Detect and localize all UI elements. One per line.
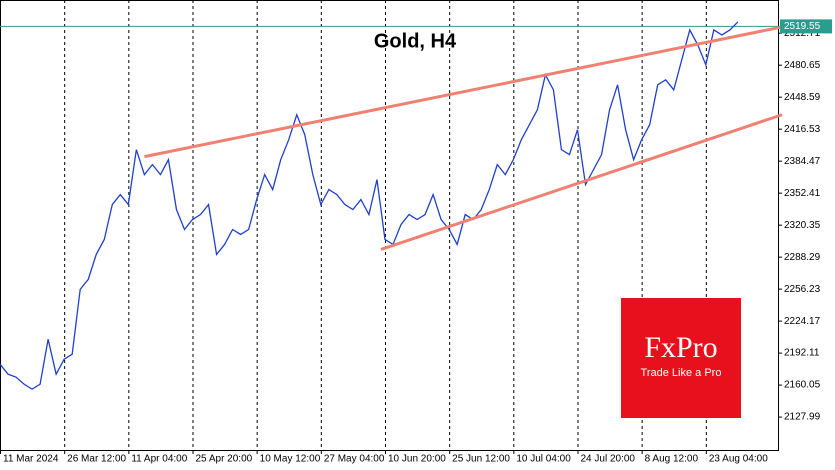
x-tick-label: 25 Apr 20:00 xyxy=(195,454,252,465)
y-tick-label: 2288.29 xyxy=(784,252,821,263)
y-tick-label: 2416.53 xyxy=(784,124,821,135)
x-tick-label: 11 Mar 2024 xyxy=(3,454,59,465)
x-tick-label: 24 Jul 20:00 xyxy=(580,454,635,465)
chart-title: Gold, H4 xyxy=(374,30,457,52)
y-tick-label: 2224.17 xyxy=(784,316,821,327)
x-tick-label: 10 Jul 04:00 xyxy=(516,454,571,465)
x-tick-label: 10 Jun 20:00 xyxy=(388,454,446,465)
y-tick-label: 2256.23 xyxy=(784,284,821,295)
y-tick-label: 2480.65 xyxy=(784,60,821,71)
logo-tagline: Trade Like a Pro xyxy=(641,367,722,379)
last-price-box xyxy=(780,19,832,34)
x-tick-label: 23 Aug 04:00 xyxy=(709,454,768,465)
logo-box xyxy=(621,298,741,418)
x-tick-label: 27 May 04:00 xyxy=(324,454,385,465)
y-tick-label: 2192.11 xyxy=(784,348,820,359)
trendline xyxy=(380,113,783,251)
marks xyxy=(0,21,783,390)
y-tick-label: 2352.41 xyxy=(784,188,821,199)
x-tick-label: 26 Mar 12:00 xyxy=(67,454,126,465)
x-tick-label: 25 Jun 12:00 xyxy=(452,454,510,465)
price-line xyxy=(0,21,739,390)
trendline xyxy=(144,25,783,159)
y-tick-label: 2320.35 xyxy=(784,220,821,231)
logo-brand: FxPro xyxy=(644,331,717,364)
y-tick-label: 2384.47 xyxy=(784,156,821,167)
x-tick-label: 10 May 12:00 xyxy=(260,454,321,465)
x-tick-label: 11 Apr 04:00 xyxy=(131,454,187,465)
y-tick-label: 2160.05 xyxy=(784,380,821,391)
y-tick-label: 2127.99 xyxy=(784,412,821,423)
x-tick-label: 8 Aug 12:00 xyxy=(645,454,699,465)
y-tick-label: 2448.59 xyxy=(784,92,821,103)
last-price-label: 2519.55 xyxy=(784,21,821,32)
grid xyxy=(64,0,707,450)
